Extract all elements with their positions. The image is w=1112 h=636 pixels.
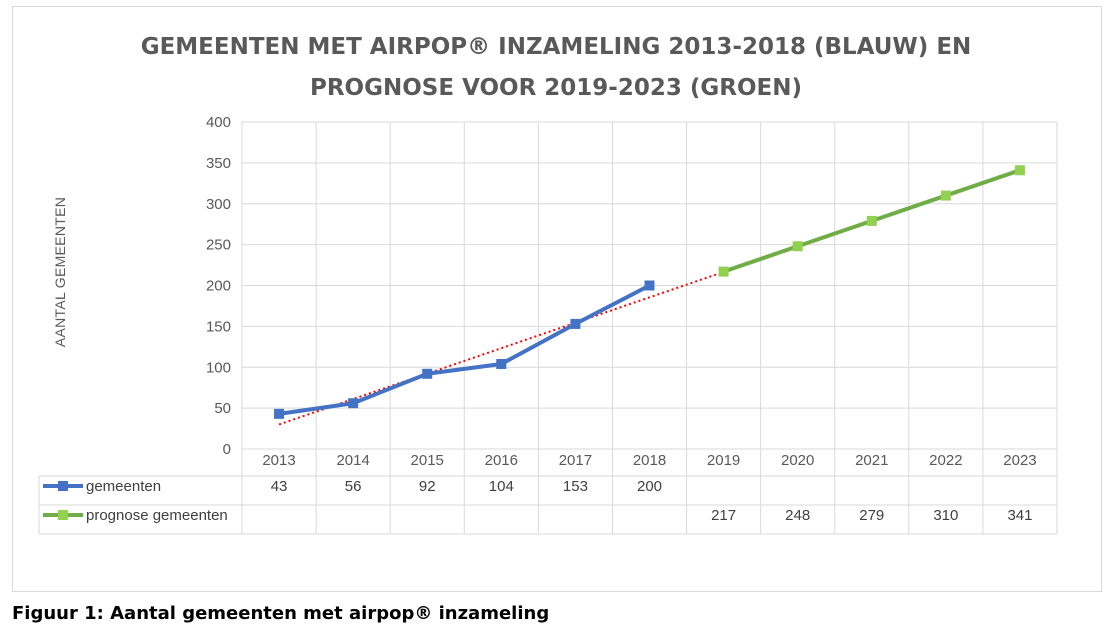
x-tick-label: 2018 — [633, 452, 666, 469]
table-cell: 56 — [345, 478, 362, 495]
series-layer — [274, 165, 1025, 419]
x-tick-label: 2023 — [1003, 452, 1036, 469]
data-point — [1014, 165, 1025, 176]
data-point — [644, 280, 655, 291]
data-point — [274, 408, 285, 419]
table-cell: 310 — [933, 507, 958, 524]
table-cell: 153 — [563, 478, 588, 495]
y-tick-label: 350 — [206, 155, 231, 172]
figure-caption: Figuur 1: Aantal gemeenten met airpop® i… — [12, 603, 550, 624]
y-tick-label: 300 — [206, 196, 231, 213]
y-tick-label: 0 — [223, 441, 231, 458]
data-point — [496, 358, 507, 369]
x-tick-label: 2016 — [485, 452, 518, 469]
table-cell: 341 — [1007, 507, 1032, 524]
table-cell: 43 — [271, 478, 288, 495]
y-tick-label: 400 — [206, 114, 231, 131]
series-line — [278, 283, 651, 416]
y-tick-label: 200 — [206, 278, 231, 295]
data-point — [940, 190, 951, 201]
y-tick-label: 50 — [214, 400, 231, 417]
data-point — [792, 241, 803, 252]
table-cell: 217 — [711, 507, 736, 524]
chart-frame: GEMEENTEN MET AIRPOP® INZAMELING 2013-20… — [12, 6, 1102, 592]
x-tick-label: 2017 — [559, 452, 592, 469]
table-cell: 200 — [637, 478, 662, 495]
x-tick-label: 2020 — [781, 452, 814, 469]
y-tick-label: 100 — [206, 359, 231, 376]
legend-label: prognose gemeenten — [86, 507, 228, 524]
legend-label: gemeenten — [86, 478, 161, 495]
y-axis-label: AANTAL GEMEENTEN — [52, 197, 68, 347]
x-tick-label: 2015 — [411, 452, 444, 469]
x-tick-label: 2021 — [855, 452, 888, 469]
x-tick-label: 2019 — [707, 452, 740, 469]
data-table: 2013 2014 2015 2016 2017 2018 2019 2020 2021 2022… — [43, 452, 1037, 524]
legend-key-marker — [58, 481, 68, 491]
y-tick-label: 250 — [206, 237, 231, 254]
table-cell: 92 — [419, 478, 436, 495]
grid-layer — [38, 121, 1058, 535]
table-cell: 104 — [489, 478, 514, 495]
table-cell: 279 — [859, 507, 884, 524]
data-point — [866, 215, 877, 226]
chart-title-line1: GEMEENTEN MET AIRPOP® INZAMELING 2013-20… — [141, 34, 972, 60]
x-tick-label: 2013 — [262, 452, 295, 469]
chart-svg: GEMEENTEN MET AIRPOP® INZAMELING 2013-20… — [38, 34, 1058, 535]
legend-key-marker — [58, 510, 68, 520]
data-point — [348, 398, 359, 409]
chart-title-line2: PROGNOSE VOOR 2019-2023 (GROEN) — [310, 75, 802, 101]
table-cell: 248 — [785, 507, 810, 524]
data-point — [422, 368, 433, 379]
data-point — [718, 266, 729, 277]
x-tick-label: 2014 — [336, 452, 369, 469]
y-tick-label: 150 — [206, 318, 231, 335]
data-point — [570, 318, 581, 329]
y-tick-labels: 0 50 100 150 200 250 300 350 400 — [206, 114, 231, 458]
x-tick-label: 2022 — [929, 452, 962, 469]
